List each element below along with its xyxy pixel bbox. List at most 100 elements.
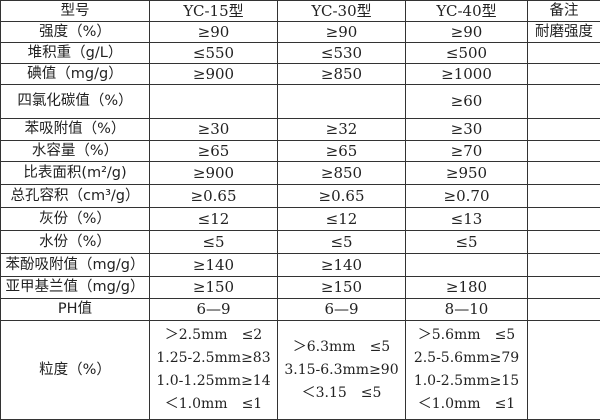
granularity-line: 1.0-1.25mm≥14 bbox=[156, 373, 271, 389]
table-row: 强度（%） ≥90 ≥90 ≥90 耐磨强度 bbox=[0, 21, 600, 43]
row-note bbox=[527, 298, 600, 321]
row-value: 8—10 bbox=[405, 298, 528, 321]
row-value: ≤12 bbox=[277, 207, 406, 231]
row-value: ≥90 bbox=[149, 21, 278, 43]
row-value: ≥150 bbox=[149, 276, 278, 299]
row-value: 6—9 bbox=[149, 298, 278, 321]
granularity-line: 1.25-2.5mm≥83 bbox=[156, 350, 271, 366]
table-row: 苯酚吸附值（mg/g） ≥140 ≥140 bbox=[0, 253, 600, 277]
granularity-yc15: ＞2.5mm ≤2 1.25-2.5mm≥83 1.0-1.25mm≥14 ＜1.0m… bbox=[149, 320, 278, 420]
granularity-line: ＜3.15 ≤5 bbox=[301, 384, 382, 401]
granularity-line: ＜1.0mm ≤1 bbox=[164, 396, 263, 412]
table-row: 四氯化碳值（%） ≥60 bbox=[0, 84, 600, 119]
table-row: PH值 6—9 6—9 8—10 bbox=[0, 298, 600, 321]
row-value: ≥140 bbox=[277, 253, 406, 277]
granularity-row: 粒度（%） ＞2.5mm ≤2 1.25-2.5mm≥83 1.0-1.25mm≥14… bbox=[0, 320, 600, 420]
table-row: 苯吸附值（%） ≥30 ≥32 ≥30 bbox=[0, 118, 600, 141]
row-note bbox=[527, 230, 600, 254]
row-label: 粒度（%） bbox=[0, 320, 150, 420]
row-label: 苯吸附值（%） bbox=[0, 118, 150, 141]
row-value: ≥90 bbox=[405, 21, 528, 43]
row-value: ≤5 bbox=[277, 230, 406, 254]
row-value: ≥850 bbox=[277, 63, 406, 85]
row-value bbox=[277, 84, 406, 119]
granularity-line: 1.0-2.5mm≥15 bbox=[413, 373, 520, 389]
row-label: 堆积重（g/L） bbox=[0, 42, 150, 64]
row-value: ≤500 bbox=[405, 42, 528, 64]
row-label: 强度（%） bbox=[0, 21, 150, 43]
row-value: ≥0.70 bbox=[405, 184, 528, 208]
table-row: 灰份（%） ≤12 ≤12 ≤13 bbox=[0, 207, 600, 231]
granularity-yc30: ＞6.3mm ≤5 3.15-6.3mm≥90 ＜3.15 ≤5 bbox=[277, 320, 406, 420]
table-row: 亚甲基兰值（mg/g） ≥150 ≥150 ≥180 bbox=[0, 276, 600, 299]
granularity-line: ＜1.0mm ≤1 bbox=[417, 396, 516, 412]
granularity-yc40: ＞5.6mm ≤5 2.5-5.6mm≥79 1.0-2.5mm≥15 ＜1.0mm … bbox=[405, 320, 528, 420]
header-yc30: YC-30型 bbox=[277, 0, 406, 22]
row-value: ≥65 bbox=[277, 140, 406, 162]
granularity-line: ＞6.3mm ≤5 bbox=[292, 338, 391, 355]
row-value: 6—9 bbox=[277, 298, 406, 321]
row-value: ≥0.65 bbox=[277, 184, 406, 208]
row-value: ≤5 bbox=[405, 230, 528, 254]
table-row: 比表面积(m²/g) ≥900 ≥850 ≥950 bbox=[0, 161, 600, 185]
row-value: ≥140 bbox=[149, 253, 278, 277]
row-value: ≥70 bbox=[405, 140, 528, 162]
row-value: ≥900 bbox=[149, 161, 278, 185]
table-row: 水份（%） ≤5 ≤5 ≤5 bbox=[0, 230, 600, 254]
row-label: 灰份（%） bbox=[0, 207, 150, 231]
granularity-line: ＞5.6mm ≤5 bbox=[417, 327, 516, 343]
row-label: 水份（%） bbox=[0, 230, 150, 254]
row-value: ≤530 bbox=[277, 42, 406, 64]
header-yc40: YC-40型 bbox=[405, 0, 528, 22]
row-note bbox=[527, 184, 600, 208]
row-value: ≤5 bbox=[149, 230, 278, 254]
row-value: ≥180 bbox=[405, 276, 528, 299]
row-note bbox=[527, 63, 600, 85]
row-note bbox=[527, 161, 600, 185]
row-note bbox=[527, 320, 600, 420]
row-note bbox=[527, 253, 600, 277]
row-value: ≥0.65 bbox=[149, 184, 278, 208]
row-label: 水容量（%） bbox=[0, 140, 150, 162]
row-note bbox=[527, 207, 600, 231]
row-value: ≥950 bbox=[405, 161, 528, 185]
granularity-line: 3.15-6.3mm≥90 bbox=[284, 361, 399, 378]
row-value bbox=[405, 253, 528, 277]
row-value: ≤13 bbox=[405, 207, 528, 231]
row-label: 碘值（mg/g） bbox=[0, 63, 150, 85]
row-note bbox=[527, 42, 600, 64]
table-row: 总孔容积（cm³/g） ≥0.65 ≥0.65 ≥0.70 bbox=[0, 184, 600, 208]
row-value: ≥850 bbox=[277, 161, 406, 185]
header-yc15: YC-15型 bbox=[149, 0, 278, 22]
row-value: ≤550 bbox=[149, 42, 278, 64]
row-label: 亚甲基兰值（mg/g） bbox=[0, 276, 150, 299]
header-model: 型号 bbox=[0, 0, 150, 22]
row-note bbox=[527, 140, 600, 162]
row-label: 四氯化碳值（%） bbox=[0, 84, 150, 119]
row-note bbox=[527, 118, 600, 141]
row-value: ≥32 bbox=[277, 118, 406, 141]
row-note bbox=[527, 276, 600, 299]
row-value: ≥1000 bbox=[405, 63, 528, 85]
header-note: 备注 bbox=[527, 0, 600, 22]
row-note bbox=[527, 84, 600, 119]
row-value: ≥65 bbox=[149, 140, 278, 162]
row-label: PH值 bbox=[0, 298, 150, 321]
table-row: 堆积重（g/L） ≤550 ≤530 ≤500 bbox=[0, 42, 600, 64]
table-row: 水容量（%） ≥65 ≥65 ≥70 bbox=[0, 140, 600, 162]
granularity-line: ＞2.5mm ≤2 bbox=[164, 327, 263, 343]
row-value: ≥30 bbox=[149, 118, 278, 141]
row-value: ≥60 bbox=[405, 84, 528, 119]
row-value: ≥900 bbox=[149, 63, 278, 85]
row-value: ≥30 bbox=[405, 118, 528, 141]
row-label: 总孔容积（cm³/g） bbox=[0, 184, 150, 208]
row-note: 耐磨强度 bbox=[527, 21, 600, 43]
row-value bbox=[149, 84, 278, 119]
row-label: 苯酚吸附值（mg/g） bbox=[0, 253, 150, 277]
table-row: 碘值（mg/g） ≥900 ≥850 ≥1000 bbox=[0, 63, 600, 85]
row-value: ≤12 bbox=[149, 207, 278, 231]
row-label: 比表面积(m²/g) bbox=[0, 161, 150, 185]
row-value: ≥90 bbox=[277, 21, 406, 43]
granularity-line: 2.5-5.6mm≥79 bbox=[413, 350, 520, 366]
